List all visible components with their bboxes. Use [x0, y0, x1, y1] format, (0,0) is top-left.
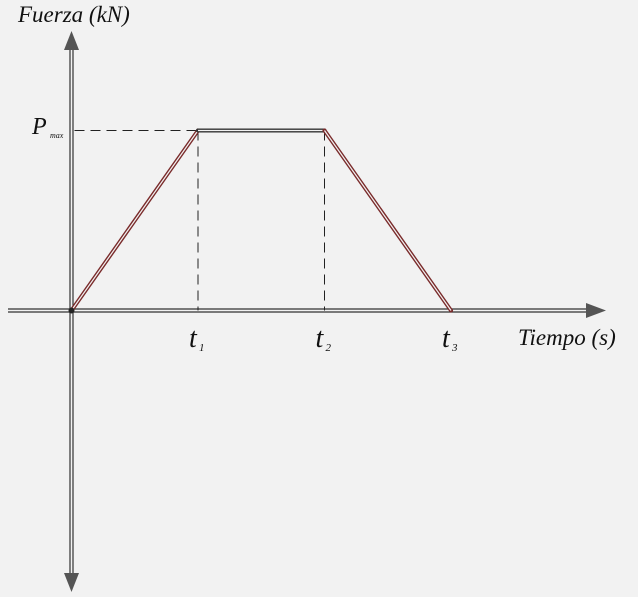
y-marker-sub: max: [50, 131, 64, 140]
x-axis-arrow: [586, 303, 606, 318]
guide-lines: [74, 130, 325, 311]
y-marker-pmax: P max: [31, 114, 64, 140]
origin-point: [68, 307, 75, 314]
y-axis-arrow-up: [64, 31, 79, 50]
x-tick-label-sub: 1: [199, 342, 205, 354]
x-axis: [8, 303, 606, 318]
y-axis-title: Fuerza (kN): [17, 2, 130, 27]
x-tick-label-main: t: [189, 323, 198, 354]
x-tick-label-sub: 2: [326, 342, 332, 354]
segment-rising-inner: [71, 130, 199, 311]
x-tick-label-main: t: [316, 323, 325, 354]
x-axis-title: Tiempo (s): [518, 325, 616, 350]
segment-falling-inner: [324, 130, 452, 311]
series-force: [69, 128, 453, 313]
y-axis-arrow-down: [64, 573, 79, 592]
x-tick-label-sub: 3: [451, 342, 458, 354]
y-marker-main: P: [31, 114, 47, 140]
x-tick-label-main: t: [442, 323, 451, 354]
